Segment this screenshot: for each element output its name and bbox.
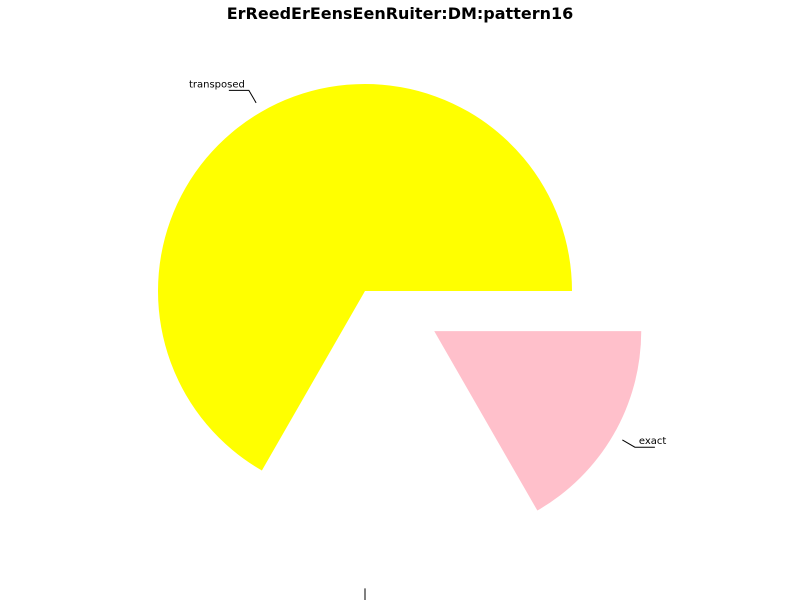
slice-label-exact: exact	[639, 436, 667, 447]
chart-title: ErReedErEensEenRuiter:DM:pattern16	[226, 4, 574, 23]
leader-line-slice-2	[364, 588, 366, 600]
pie-slice-exact	[434, 331, 642, 511]
slice-label-transposed: transposed	[189, 79, 245, 90]
pie-slice-slice-2	[261, 371, 469, 578]
leader-line-exact	[622, 439, 655, 448]
leader-line-transposed	[228, 89, 257, 104]
pie-slice-transposed	[158, 84, 572, 471]
